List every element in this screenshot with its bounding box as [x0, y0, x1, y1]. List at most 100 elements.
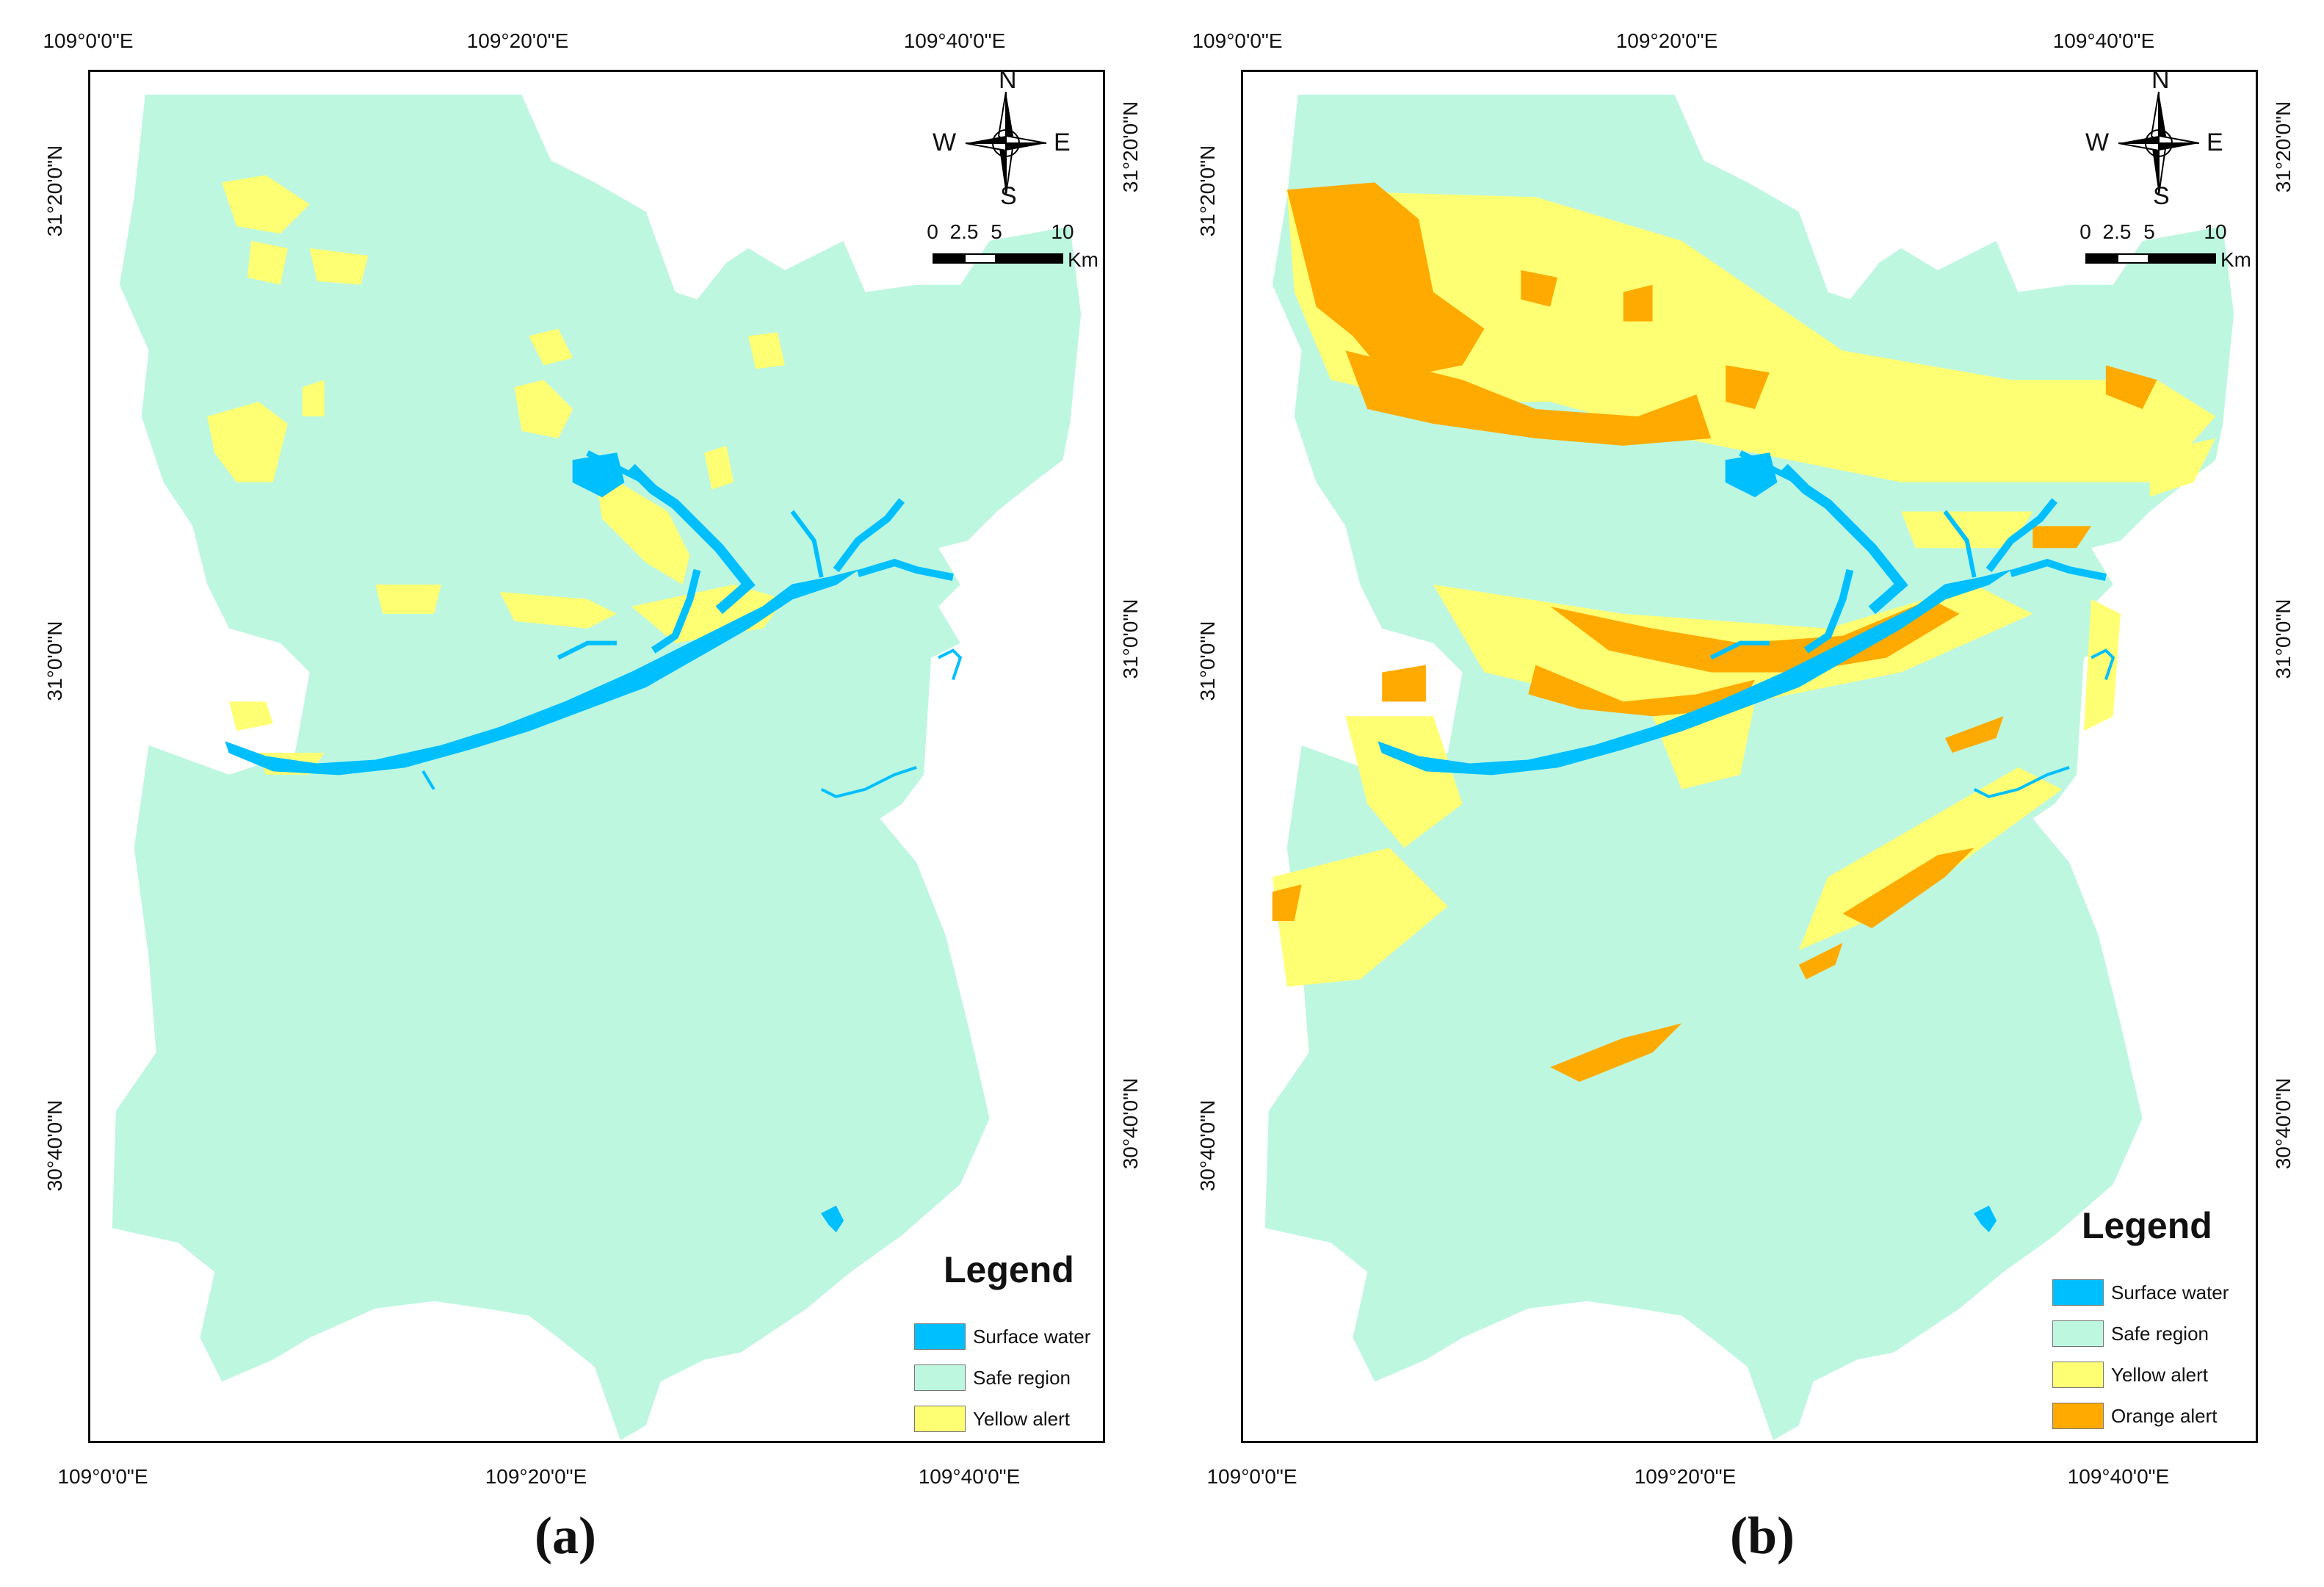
lon-tick-bottom: 109°40'0"E: [2067, 1465, 2170, 1488]
compass-s: S: [1000, 182, 1017, 210]
scale-bar: 0 2.5 5 10 Km: [907, 220, 1142, 272]
panel-caption: (b): [1730, 1506, 1795, 1565]
map-panel-a: 109°0'0"E 109°20'0"E 109°40'0"E 109°0'0"…: [0, 0, 1145, 1587]
scale-bar: 0 2.5 5 10 Km: [2060, 220, 2295, 272]
yellow-alert-patch: [514, 380, 573, 438]
orange-alert-patch: [1842, 847, 1974, 928]
yellow-alert-patch: [499, 591, 617, 629]
north-arrow: N S W E: [933, 66, 1079, 210]
scale-tick: 5: [2143, 220, 2155, 243]
legend-swatch: [914, 1323, 966, 1350]
river-branch: [421, 770, 435, 790]
surface-water: [1378, 450, 2115, 1232]
lat-tick-left: 31°0'0"N: [1196, 621, 1219, 701]
river-branch: [2090, 648, 2115, 681]
river-branch: [833, 498, 905, 573]
compass-n: N: [2151, 66, 2170, 94]
lon-tick-bottom: 109°0'0"E: [1206, 1465, 1297, 1488]
lat-tick-right: 31°20'0"N: [1119, 101, 1142, 193]
orange-alert-patch: [1521, 270, 1558, 307]
region-map: [1264, 94, 2234, 1440]
orange-alert-areas: [1272, 182, 2157, 1082]
yellow-alert-patch: [375, 585, 441, 614]
lat-tick-left: 31°20'0"N: [43, 145, 66, 237]
legend: Legend Surface water Safe region Yellow …: [914, 1248, 1134, 1439]
scale-tick: 2.5: [949, 220, 979, 243]
scale-unit: Km: [1068, 248, 1098, 271]
scale-segment: [933, 253, 965, 264]
scale-segment: [2149, 253, 2216, 264]
lon-tick-top: 109°0'0"E: [1192, 29, 1283, 52]
scale-tick: 0: [2079, 220, 2091, 243]
legend-label: Safe region: [2111, 1322, 2209, 1345]
orange-alert-patch: [1382, 665, 1426, 702]
compass-w: W: [2085, 129, 2110, 156]
orange-alert-patch: [1272, 884, 1302, 922]
scale-segment: [964, 253, 996, 264]
legend-swatch: [2052, 1279, 2104, 1306]
legend-label: Safe region: [973, 1366, 1071, 1389]
orange-alert-patch: [1798, 942, 1843, 980]
river-branch: [557, 640, 617, 660]
scale-segment: [2085, 253, 2118, 264]
yellow-alert-patch: [1272, 847, 1448, 987]
river-branch: [1709, 640, 1770, 660]
yellow-alert-patch: [704, 445, 734, 490]
river-branch: [938, 648, 963, 681]
lon-tick-top: 109°0'0"E: [43, 29, 134, 52]
lat-tick-left: 30°40'0"N: [43, 1099, 66, 1192]
yellow-alert-patch: [1345, 716, 1463, 848]
lat-tick-right: 31°0'0"N: [2272, 599, 2295, 679]
legend-item: Surface water: [914, 1316, 1134, 1357]
river-branch: [1985, 498, 2058, 573]
reservoir: [1973, 1205, 1997, 1232]
compass-w: W: [933, 129, 957, 156]
orange-alert-patch: [1726, 365, 1770, 410]
compass-e: E: [2207, 129, 2223, 156]
yellow-alert-patch: [748, 332, 785, 369]
yellow-alert-patch: [2149, 438, 2216, 497]
region-map: [112, 94, 1082, 1440]
lat-tick-right: 30°40'0"N: [1119, 1077, 1142, 1170]
scale-tick: 5: [991, 220, 1002, 243]
legend-item: Safe region: [914, 1357, 1134, 1398]
scale-segment: [996, 253, 1063, 264]
yellow-alert-patch: [247, 241, 288, 285]
river-branch: [790, 510, 824, 578]
lon-tick-top: 109°40'0"E: [2052, 29, 2155, 52]
lat-tick-left: 30°40'0"N: [1196, 1099, 1219, 1192]
orange-alert-patch: [2105, 365, 2157, 410]
yellow-alert-patch: [529, 328, 573, 366]
legend-label: Orange alert: [2111, 1404, 2218, 1427]
lon-tick-bottom: 109°40'0"E: [918, 1465, 1021, 1488]
orange-alert-patch: [2032, 526, 2091, 549]
map-frame: [88, 70, 1105, 1443]
lon-tick-bottom: 109°0'0"E: [57, 1465, 148, 1488]
legend-label: Yellow alert: [2111, 1363, 2209, 1386]
lat-tick-right: 30°40'0"N: [2272, 1077, 2295, 1170]
lat-tick-right: 31°0'0"N: [1119, 599, 1142, 679]
yellow-alert-patch: [2084, 599, 2121, 731]
legend-item: Yellow alert: [914, 1398, 1134, 1439]
legend-item: Orange alert: [2052, 1395, 2273, 1436]
river-branch: [627, 463, 756, 615]
legend-label: Surface water: [2111, 1281, 2229, 1304]
compass-e: E: [1054, 129, 1071, 156]
map-panel-b: 109°0'0"E 109°20'0"E 109°40'0"E 109°0'0"…: [1153, 0, 2298, 1587]
yellow-alert-patch: [302, 380, 325, 417]
scale-tick: 10: [1051, 220, 1074, 243]
orange-alert-patch: [1550, 1023, 1682, 1082]
panel-caption: (a): [535, 1506, 596, 1565]
reservoir: [820, 1205, 844, 1232]
lon-tick-top: 109°20'0"E: [466, 29, 569, 52]
lake: [572, 452, 625, 498]
river-branch: [1943, 510, 1977, 578]
orange-alert-patch: [1286, 182, 1485, 380]
yellow-alert-patch: [229, 701, 273, 731]
orange-alert-patch: [1550, 599, 1960, 673]
legend-item: Yellow alert: [2052, 1354, 2273, 1395]
compass-rose-icon: [965, 91, 1047, 195]
lon-tick-bottom: 109°20'0"E: [485, 1465, 587, 1488]
lon-tick-top: 109°20'0"E: [1615, 29, 1718, 52]
lat-tick-left: 31°20'0"N: [1196, 145, 1219, 237]
